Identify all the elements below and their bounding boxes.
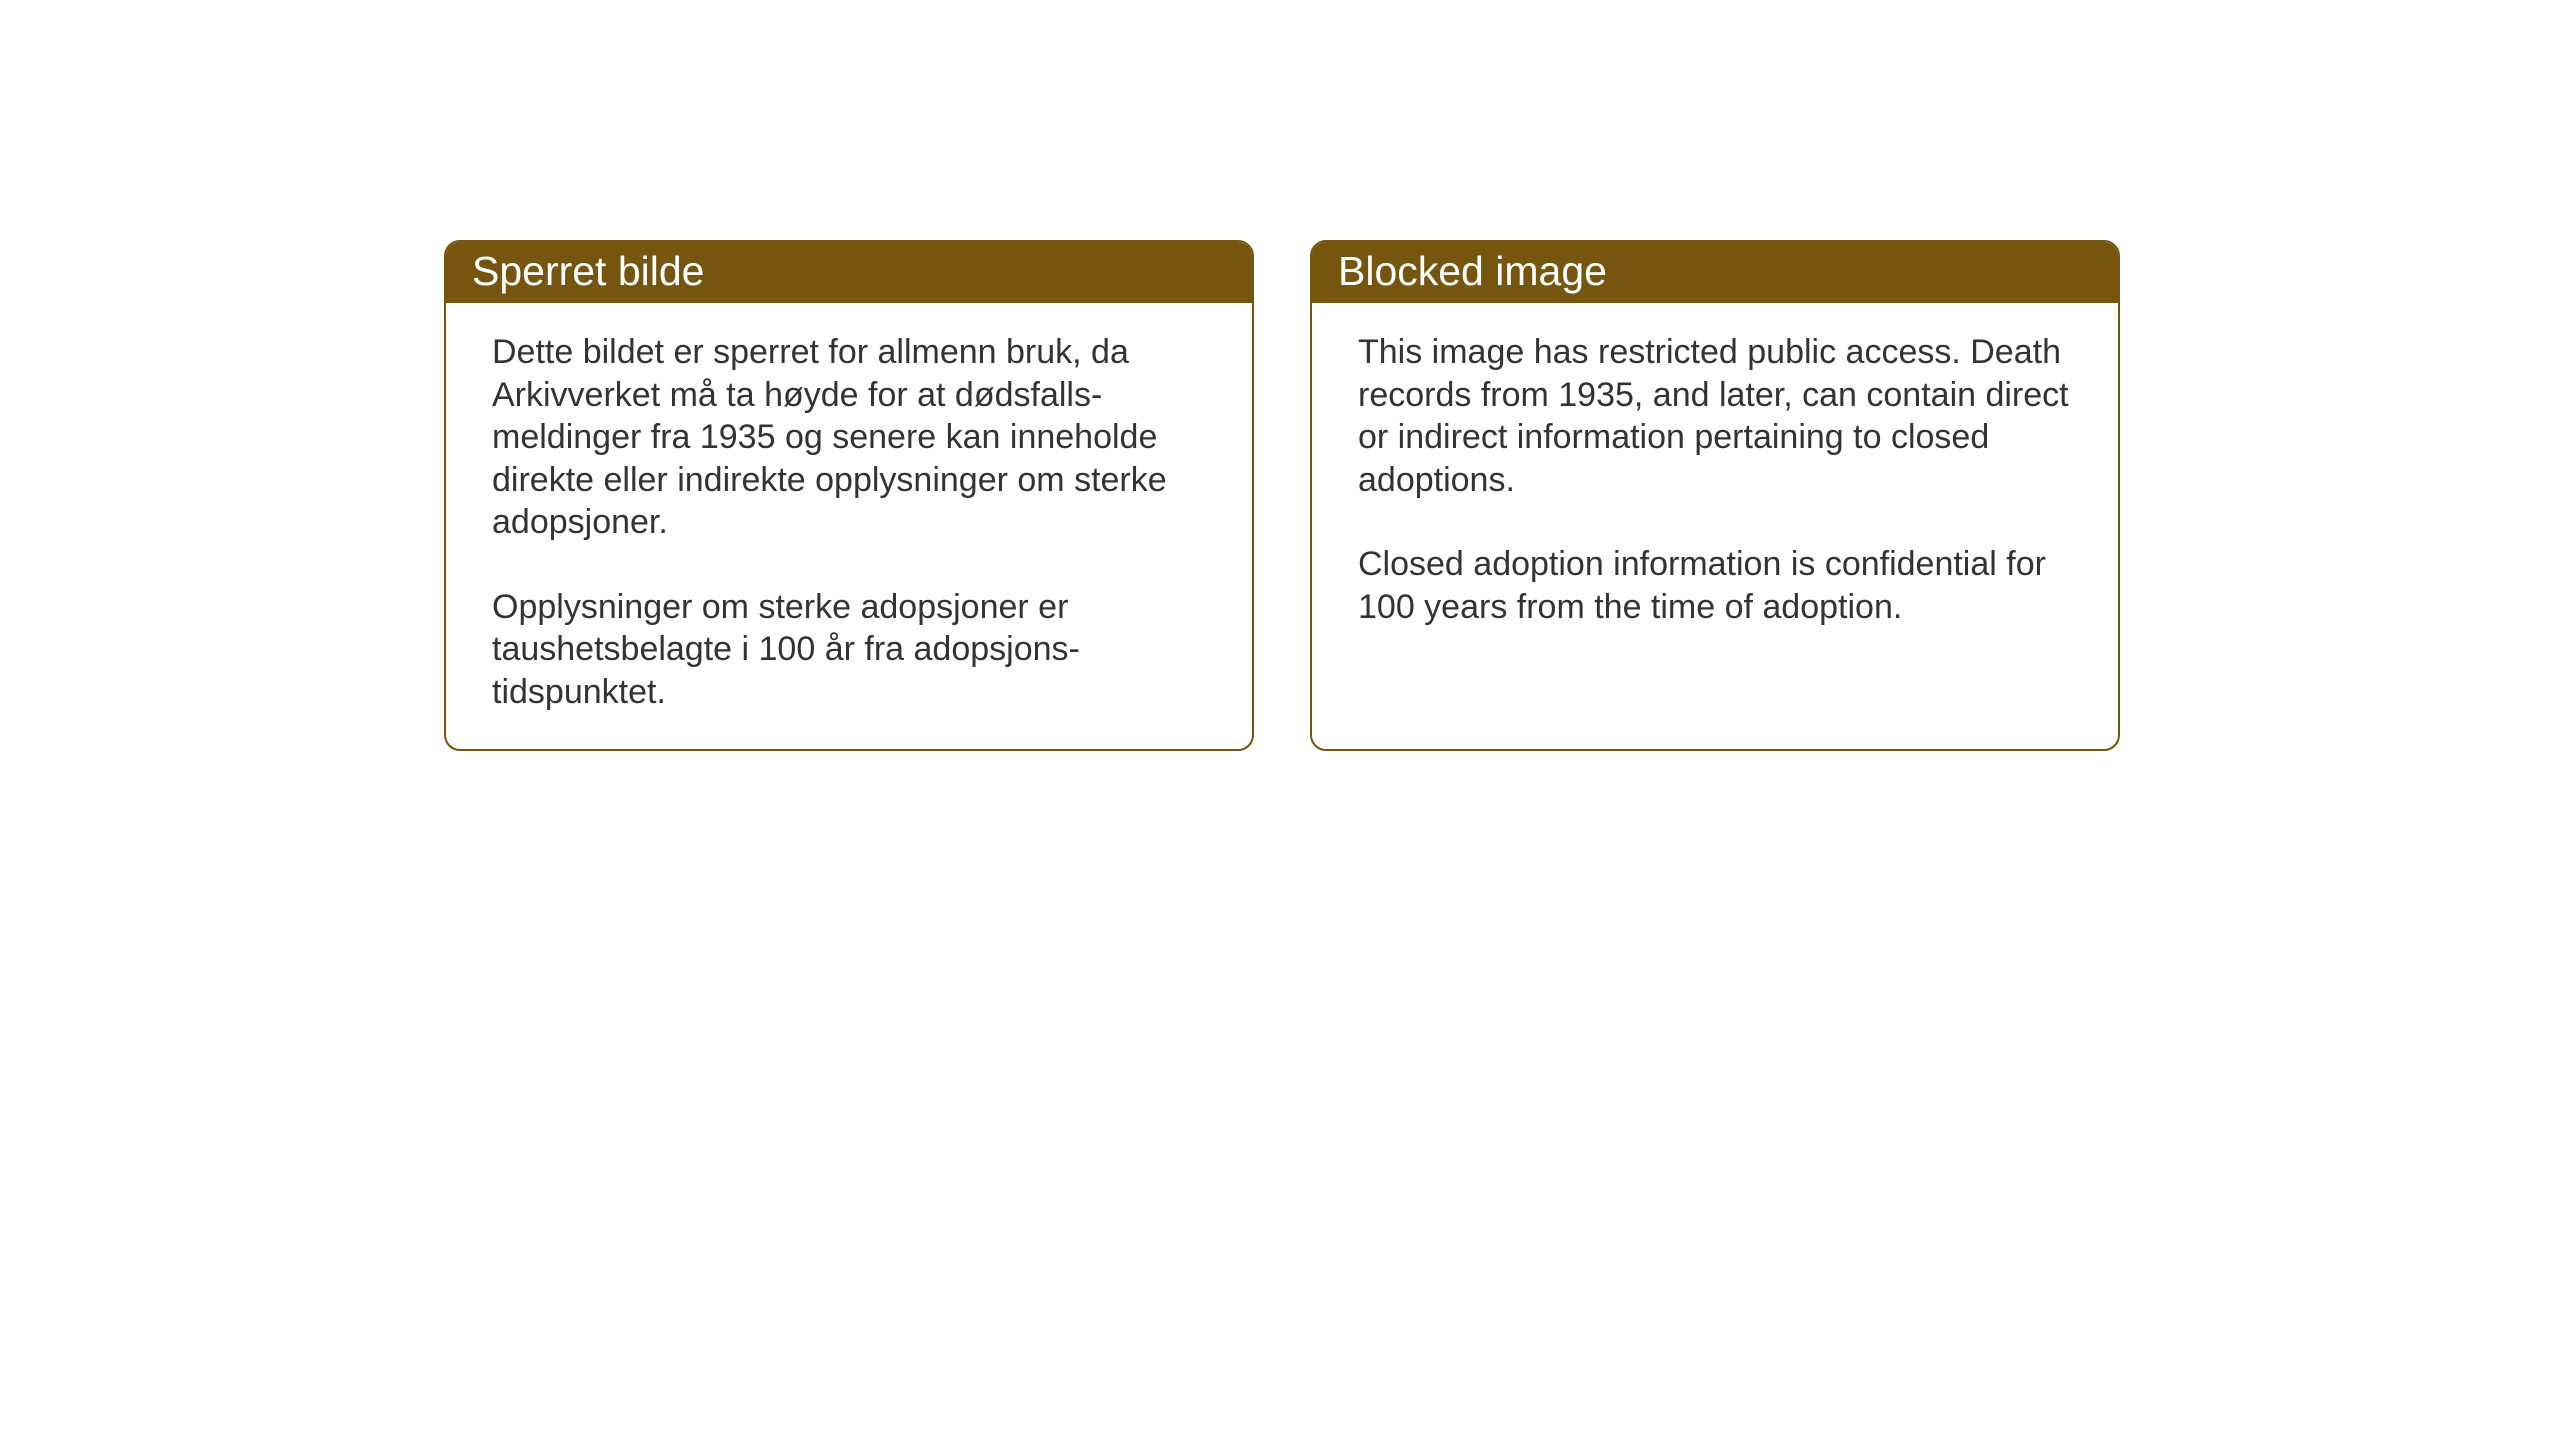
notice-cards-container: Sperret bilde Dette bildet er sperret fo… (444, 240, 2120, 751)
notice-paragraph: This image has restricted public access.… (1358, 331, 2072, 501)
card-header-norwegian: Sperret bilde (446, 242, 1252, 303)
notice-paragraph: Dette bildet er sperret for allmenn bruk… (492, 331, 1206, 544)
notice-card-english: Blocked image This image has restricted … (1310, 240, 2120, 751)
notice-card-norwegian: Sperret bilde Dette bildet er sperret fo… (444, 240, 1254, 751)
card-body-english: This image has restricted public access.… (1312, 303, 2118, 743)
card-header-english: Blocked image (1312, 242, 2118, 303)
notice-paragraph: Opplysninger om sterke adopsjoner er tau… (492, 586, 1206, 714)
notice-paragraph: Closed adoption information is confident… (1358, 543, 2072, 628)
card-body-norwegian: Dette bildet er sperret for allmenn bruk… (446, 303, 1252, 749)
